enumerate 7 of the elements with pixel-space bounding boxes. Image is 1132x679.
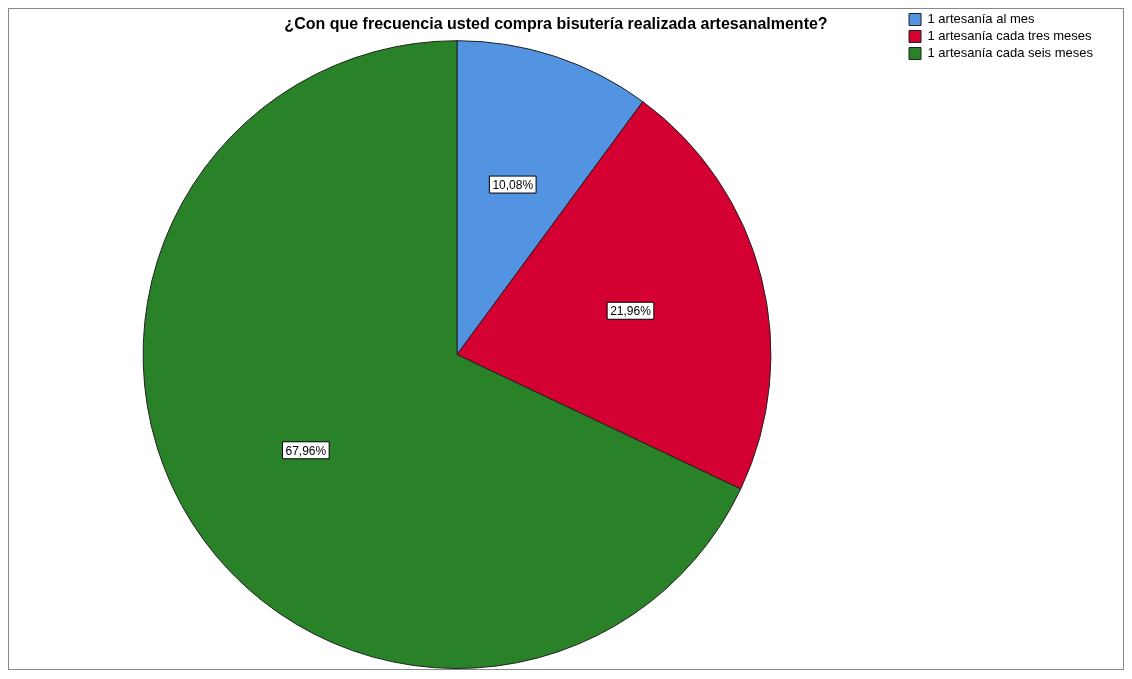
legend-label: 1 artesanía cada tres meses [927, 28, 1093, 44]
chart-title: ¿Con que frecuencia usted compra bisutería realizada artesanalmente? [284, 15, 828, 33]
legend-label: 1 artesanía cada seis meses [927, 45, 1094, 61]
data-label: 21,96% [610, 304, 652, 319]
data-label: 10,08% [492, 177, 534, 192]
legend-label: 1 artesanía al mes [927, 11, 1035, 27]
data-label: 67,96% [285, 443, 327, 458]
